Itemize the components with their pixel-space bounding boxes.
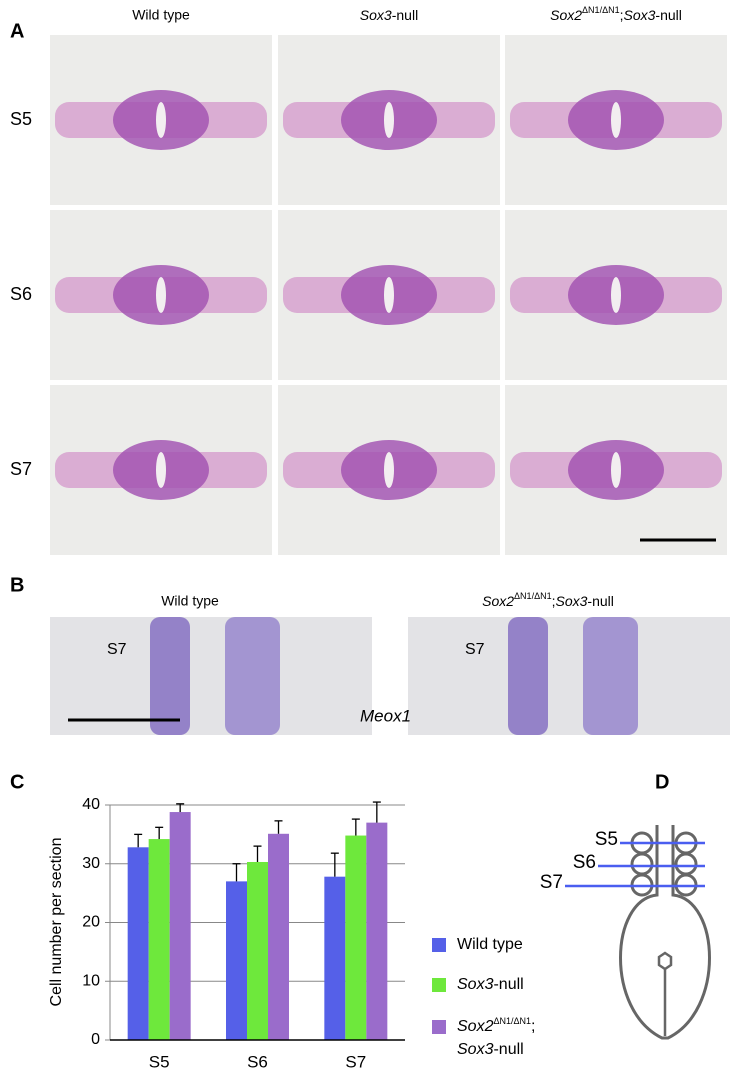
legend-label-part: Sox2 bbox=[457, 1018, 494, 1035]
panel-label: C bbox=[10, 771, 24, 793]
legend-swatch bbox=[432, 1020, 446, 1034]
row-label: S6 bbox=[10, 284, 32, 304]
legend-label-part: Sox3 bbox=[457, 976, 494, 993]
x-tick-label: S5 bbox=[149, 1052, 170, 1071]
legend-label: Sox3-null bbox=[457, 976, 524, 993]
y-tick-label: 30 bbox=[82, 855, 100, 872]
y-axis-label: Cell number per section bbox=[48, 838, 65, 1007]
bar bbox=[268, 833, 289, 1040]
stage-label: S7 bbox=[465, 641, 485, 658]
column-header-part: -null bbox=[587, 593, 613, 609]
lumen bbox=[384, 277, 394, 313]
column-header-part: -null bbox=[655, 7, 681, 23]
y-tick-label: 10 bbox=[82, 972, 100, 989]
column-header-part: Sox2 bbox=[550, 7, 582, 23]
bar bbox=[226, 881, 247, 1040]
column-header-part: Sox3 bbox=[555, 593, 587, 609]
row-label: S5 bbox=[10, 109, 32, 129]
legend-swatch bbox=[432, 978, 446, 992]
panel-label: D bbox=[655, 771, 669, 793]
bar bbox=[148, 839, 170, 1040]
somite bbox=[674, 852, 698, 876]
gene-label: Meox1 bbox=[360, 706, 411, 725]
legend-label: Sox2ΔN1/ΔN1; Sox3-null bbox=[457, 1016, 535, 1058]
somite-stain bbox=[508, 617, 548, 735]
section-label: S5 bbox=[595, 829, 618, 850]
y-tick-label: 0 bbox=[91, 1031, 100, 1048]
lumen bbox=[384, 452, 394, 488]
legend-label-part: ΔN1/ΔN1 bbox=[493, 1016, 531, 1026]
embryo-outline bbox=[619, 825, 711, 1040]
legend-label-part: -null bbox=[493, 976, 523, 993]
legend-swatch bbox=[432, 938, 446, 952]
y-tick-label: 20 bbox=[82, 914, 100, 931]
bar bbox=[247, 861, 268, 1040]
x-tick-label: S6 bbox=[247, 1052, 268, 1071]
lumen bbox=[611, 452, 621, 488]
bar bbox=[127, 847, 149, 1040]
lumen bbox=[384, 102, 394, 138]
bar bbox=[169, 812, 191, 1040]
column-header: Sox2ΔN1/ΔN1;Sox3-null bbox=[550, 5, 682, 22]
lumen bbox=[611, 277, 621, 313]
column-header-part: Sox2 bbox=[482, 593, 514, 609]
somite-stain bbox=[583, 617, 638, 735]
node bbox=[657, 951, 673, 971]
stage-label: S7 bbox=[107, 641, 127, 658]
row-label: S7 bbox=[10, 459, 32, 479]
column-header: Sox2ΔN1/ΔN1;Sox3-null bbox=[482, 591, 614, 608]
bar bbox=[324, 876, 346, 1040]
somite-stain bbox=[225, 617, 280, 735]
micrograph bbox=[50, 617, 372, 735]
bar bbox=[366, 822, 388, 1040]
somite bbox=[630, 852, 654, 876]
section-label: S7 bbox=[540, 872, 563, 893]
legend-label: Wild type bbox=[457, 936, 523, 953]
column-header-part: Sox3 bbox=[360, 7, 392, 23]
x-tick-label: S7 bbox=[345, 1052, 366, 1071]
legend-label-part: -null bbox=[493, 1041, 523, 1058]
column-header-part: -null bbox=[392, 7, 418, 23]
column-header: Wild type bbox=[132, 7, 190, 23]
bar bbox=[345, 835, 367, 1040]
lumen bbox=[611, 102, 621, 138]
column-header: Wild type bbox=[161, 593, 219, 609]
column-header-part: ; bbox=[552, 593, 556, 609]
column-header: Sox3-null bbox=[360, 7, 418, 23]
panel-label: B bbox=[10, 574, 24, 596]
column-header-part: ΔN1/ΔN1 bbox=[514, 591, 552, 601]
legend-label-part: ; bbox=[531, 1018, 535, 1035]
somite-stain bbox=[150, 617, 190, 735]
lumen bbox=[156, 102, 166, 138]
lumen bbox=[156, 452, 166, 488]
panel-label: A bbox=[10, 20, 24, 42]
section-label: S6 bbox=[573, 852, 596, 873]
lumen bbox=[156, 277, 166, 313]
column-header-part: ; bbox=[620, 7, 624, 23]
y-tick-label: 40 bbox=[82, 796, 100, 813]
micrograph bbox=[408, 617, 730, 735]
column-header-part: Sox3 bbox=[623, 7, 655, 23]
column-header-part: ΔN1/ΔN1 bbox=[582, 5, 620, 15]
legend-label-part: Sox3 bbox=[457, 1041, 494, 1058]
